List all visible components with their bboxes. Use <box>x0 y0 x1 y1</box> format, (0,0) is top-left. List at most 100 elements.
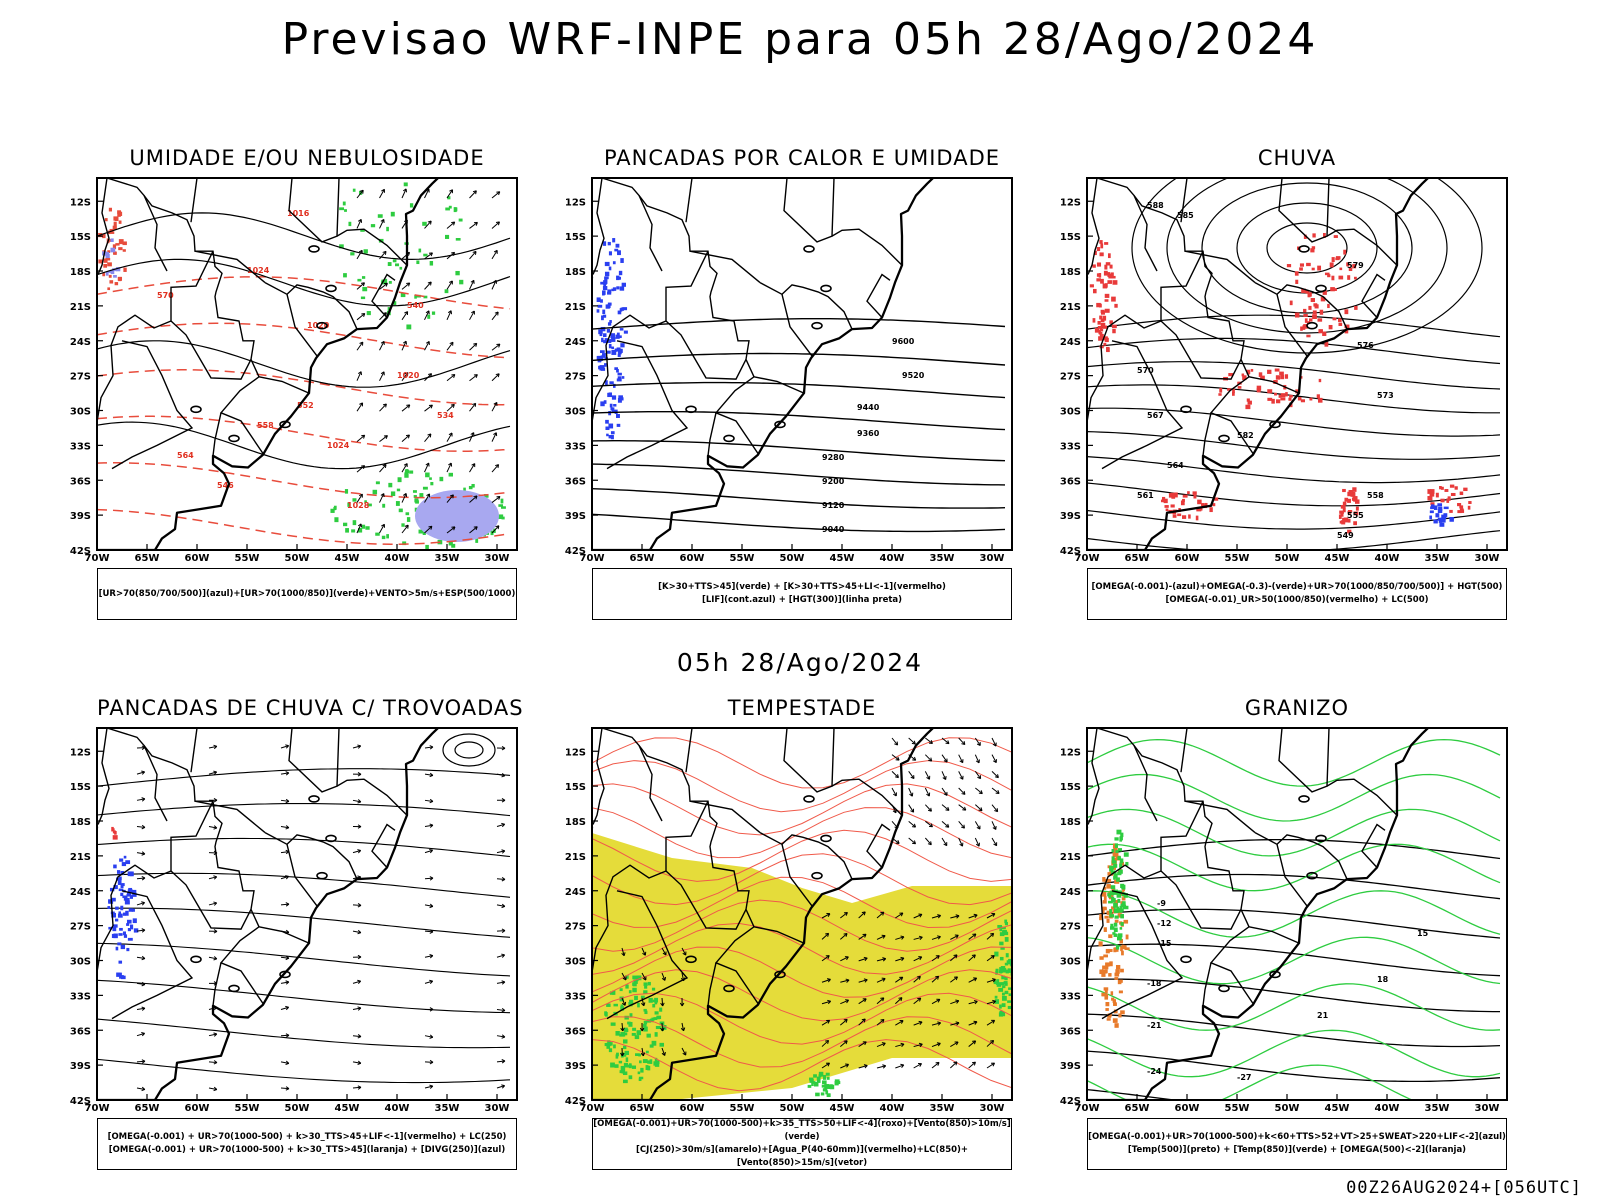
contour-label: 21 <box>1317 1011 1329 1020</box>
contour-label: 573 <box>1377 391 1394 400</box>
lat-tick-label: 21S <box>565 852 586 863</box>
map-panel: 588 585 582 579 576 573 570 567 564 561 558 555 549 1… <box>1060 177 1508 564</box>
contour-label: 18 <box>1377 975 1389 984</box>
mid-date: 05h 28/Ago/2024 <box>676 648 924 677</box>
contour-label: 576 <box>1357 341 1374 350</box>
lat-tick-label: 33S <box>70 441 91 452</box>
lon-tick-label: 40W <box>880 1103 905 1114</box>
lat-tick-label: 30S <box>70 957 91 968</box>
lat-tick-label: 21S <box>1060 852 1081 863</box>
lon-tick-label: 70W <box>580 553 605 564</box>
lon-tick-label: 60W <box>680 1103 705 1114</box>
contour-label: 564 <box>177 451 194 460</box>
contour-label: 9440 <box>857 403 880 412</box>
lat-tick-label: 27S <box>1060 922 1081 933</box>
lon-tick-label: 30W <box>1475 553 1500 564</box>
lon-tick-label: 65W <box>630 1103 655 1114</box>
lon-tick-label: 70W <box>1075 1103 1100 1114</box>
lon-tick-label: 70W <box>85 553 110 564</box>
lat-tick-label: 15S <box>1060 232 1081 243</box>
contour-label: -27 <box>1237 1073 1251 1082</box>
contour-label: 555 <box>1347 511 1364 520</box>
lat-tick-label: 42S <box>1060 546 1081 557</box>
lon-tick-label: 55W <box>1225 553 1250 564</box>
lat-tick-label: 24S <box>70 337 91 348</box>
lon-tick-label: 45W <box>830 553 855 564</box>
contour-label: 1028 <box>347 501 370 510</box>
lon-tick-label: 60W <box>1175 1103 1200 1114</box>
lat-tick-label: 30S <box>1060 957 1081 968</box>
lat-tick-label: 18S <box>565 267 586 278</box>
lon-tick-label: 65W <box>135 1103 160 1114</box>
contour-label: 561 <box>1137 491 1154 500</box>
lat-tick-label: 33S <box>565 441 586 452</box>
contour-label: 1016 <box>287 209 310 218</box>
lat-tick-label: 33S <box>565 991 586 1002</box>
lat-tick-label: 30S <box>565 957 586 968</box>
lon-tick-label: 35W <box>435 1103 460 1114</box>
lat-tick-label: 27S <box>565 922 586 933</box>
contour-label: 558 <box>257 421 274 430</box>
map-panel: 9600 9520 9440 9360 9280 9200 9120 9040 12S 15S 18… <box>565 177 1013 564</box>
lon-tick-label: 35W <box>1425 553 1450 564</box>
main-title: Previsao WRF-INPE para 05h 28/Ago/2024 <box>281 14 1319 65</box>
lat-tick-label: 18S <box>1060 267 1081 278</box>
lon-tick-label: 50W <box>780 1103 805 1114</box>
lat-tick-label: 39S <box>70 511 91 522</box>
lat-tick-label: 27S <box>1060 372 1081 383</box>
lat-tick-label: 24S <box>565 337 586 348</box>
lon-tick-label: 60W <box>680 553 705 564</box>
lon-tick-label: 70W <box>1075 553 1100 564</box>
legend-line: [UR>70(850/700/500)](azul)+[UR>70(1000/8… <box>98 588 516 599</box>
lat-tick-label: 12S <box>70 197 91 208</box>
lon-tick-label: 50W <box>1275 553 1300 564</box>
lon-tick-label: 30W <box>485 553 510 564</box>
lat-tick-label: 39S <box>1060 511 1081 522</box>
legend-box: [OMEGA(-0.001) + UR>70(1000-500) + k>30_… <box>97 1118 517 1170</box>
lon-tick-label: 60W <box>185 553 210 564</box>
contour-label: 582 <box>1237 431 1254 440</box>
lat-tick-label: 42S <box>70 1096 91 1107</box>
lat-tick-label: 24S <box>1060 887 1081 898</box>
legend-box: [OMEGA(-0.001)+UR>70(1000-500)+k<60+TTS>… <box>1087 1118 1507 1170</box>
legend-line: [CJ(250)>30m/s](amarelo)+[Agua_P(40-60mm… <box>635 1145 969 1168</box>
lon-tick-label: 45W <box>830 1103 855 1114</box>
contour-label: 15 <box>1417 929 1429 938</box>
contour-label: -12 <box>1157 919 1171 928</box>
lat-tick-label: 42S <box>1060 1096 1081 1107</box>
lon-tick-label: 45W <box>1325 1103 1350 1114</box>
lon-tick-label: 45W <box>335 553 360 564</box>
lat-tick-label: 39S <box>1060 1061 1081 1072</box>
contour-label: 552 <box>297 401 314 410</box>
lon-tick-label: 60W <box>185 1103 210 1114</box>
contour-label: -15 <box>1157 939 1172 948</box>
contour-label: 558 <box>1367 491 1384 500</box>
contour-label: 564 <box>1167 461 1184 470</box>
contour-label: 9200 <box>822 477 845 486</box>
legend-line: [OMEGA(-0.01)_UR>50(1000/850)(vermelho) … <box>1165 595 1429 605</box>
lat-tick-label: 33S <box>1060 441 1081 452</box>
lon-tick-label: 45W <box>335 1103 360 1114</box>
lon-tick-label: 40W <box>880 553 905 564</box>
lon-tick-label: 65W <box>630 553 655 564</box>
lon-tick-label: 35W <box>1425 1103 1450 1114</box>
lat-tick-label: 33S <box>70 991 91 1002</box>
lon-tick-label: 55W <box>730 553 755 564</box>
contour-label: 9120 <box>822 501 845 510</box>
lon-tick-label: 35W <box>435 553 460 564</box>
contour-label: 567 <box>1147 411 1164 420</box>
lat-tick-label: 12S <box>1060 747 1081 758</box>
lat-tick-label: 30S <box>70 407 91 418</box>
lat-tick-label: 12S <box>565 197 586 208</box>
contour-label: 9600 <box>892 337 915 346</box>
lon-tick-label: 55W <box>235 1103 260 1114</box>
contour-label: -24 <box>1147 1067 1162 1076</box>
panel-title: PANCADAS POR CALOR E UMIDADE <box>603 146 1001 170</box>
contour-label: 1024 <box>327 441 350 450</box>
contour-label: 1020 <box>397 371 420 380</box>
lon-tick-label: 70W <box>85 1103 110 1114</box>
contour-label: 9280 <box>822 453 845 462</box>
panel-title: CHUVA <box>1257 146 1337 170</box>
